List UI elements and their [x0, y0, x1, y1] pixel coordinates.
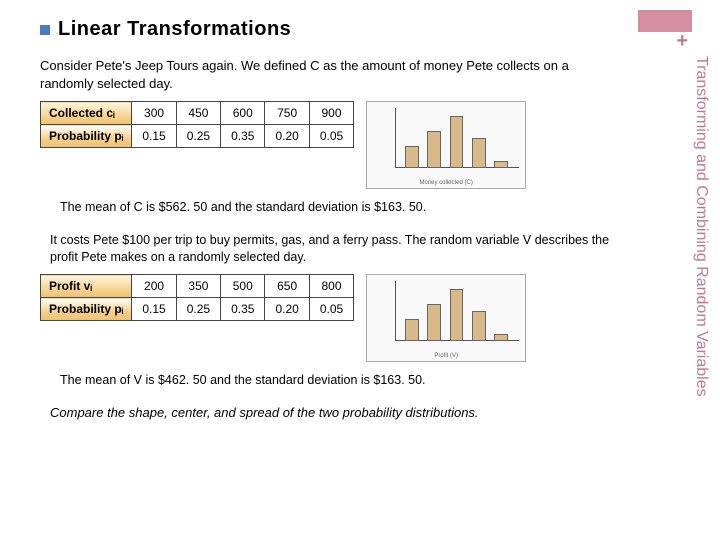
table-v-val: 650: [265, 275, 309, 298]
mid-paragraph: It costs Pete $100 per trip to buy permi…: [50, 232, 690, 266]
table-c-row2-head: Probability pᵢ: [41, 125, 132, 148]
chart-c-xlabel: Money collected (C): [419, 180, 472, 186]
table-v-prob: 0.15: [132, 298, 176, 321]
chart-c-bar: [494, 161, 508, 168]
table-v-row1-head: Profit vᵢ: [41, 275, 132, 298]
table-c-block: Collected cᵢ 300 450 600 750 900 Probabi…: [40, 101, 354, 148]
chart-c: Money collected (C): [366, 101, 526, 189]
table-v-block: Profit vᵢ 200 350 500 650 800 Probabilit…: [40, 274, 354, 321]
table-c-val: 600: [221, 102, 265, 125]
chart-v-bar: [494, 334, 508, 341]
title-rest: Transformations: [127, 18, 291, 40]
table-c-val: 900: [309, 102, 353, 125]
title-prefix: Linear: [58, 18, 121, 40]
table-c-prob: 0.35: [221, 125, 265, 148]
title-text: Linear Transformations: [58, 18, 291, 41]
table-c-prob: 0.05: [309, 125, 353, 148]
note-v: The mean of V is $462. 50 and the standa…: [60, 372, 690, 389]
chart-v-bar: [427, 304, 441, 341]
side-section-label: Transforming and Combining Random Variab…: [690, 56, 710, 526]
chart-v-xlabel: Profit (V): [434, 353, 458, 359]
table-v-val: 200: [132, 275, 176, 298]
chart-v-bar: [472, 311, 486, 341]
table-c-prob: 0.25: [176, 125, 220, 148]
intro-text: Consider Pete's Jeep Tours again. We def…: [40, 57, 690, 93]
table-c-val: 450: [176, 102, 220, 125]
compare-text: Compare the shape, center, and spread of…: [50, 405, 690, 420]
chart-v-bar: [405, 319, 419, 341]
chart-c-bar: [450, 116, 464, 168]
chart-v-yaxis: [395, 281, 396, 341]
table-v-prob: 0.35: [221, 298, 265, 321]
chart-v-area: [395, 281, 519, 341]
note-c: The mean of C is $562. 50 and the standa…: [60, 199, 690, 216]
slide-title: Linear Transformations: [40, 18, 690, 41]
table-c-val: 300: [132, 102, 176, 125]
table-c-prob: 0.20: [265, 125, 309, 148]
chart-c-yaxis: [395, 108, 396, 168]
chart-v-bar: [450, 289, 464, 341]
chart-c-bar: [427, 131, 441, 168]
table-v-prob: 0.05: [309, 298, 353, 321]
table-v-val: 800: [309, 275, 353, 298]
table-v: Profit vᵢ 200 350 500 650 800 Probabilit…: [40, 274, 354, 321]
table-c-prob: 0.15: [132, 125, 176, 148]
chart-c-bar: [405, 146, 419, 168]
table-c: Collected cᵢ 300 450 600 750 900 Probabi…: [40, 101, 354, 148]
table-v-val: 500: [221, 275, 265, 298]
table-v-prob: 0.25: [176, 298, 220, 321]
title-bullet-icon: [40, 25, 50, 35]
chart-c-bar: [472, 138, 486, 168]
corner-accent-box: [638, 10, 692, 32]
table-v-val: 350: [176, 275, 220, 298]
slide: + Transforming and Combining Random Vari…: [0, 0, 720, 540]
table-c-row1-head: Collected cᵢ: [41, 102, 132, 125]
plus-icon: +: [676, 30, 688, 53]
table-v-prob: 0.20: [265, 298, 309, 321]
chart-v: Profit (V): [366, 274, 526, 362]
table-v-row2-head: Probability pᵢ: [41, 298, 132, 321]
table-c-val: 750: [265, 102, 309, 125]
row-c: Collected cᵢ 300 450 600 750 900 Probabi…: [40, 101, 690, 189]
row-v: Profit vᵢ 200 350 500 650 800 Probabilit…: [40, 274, 690, 362]
chart-c-area: [395, 108, 519, 168]
